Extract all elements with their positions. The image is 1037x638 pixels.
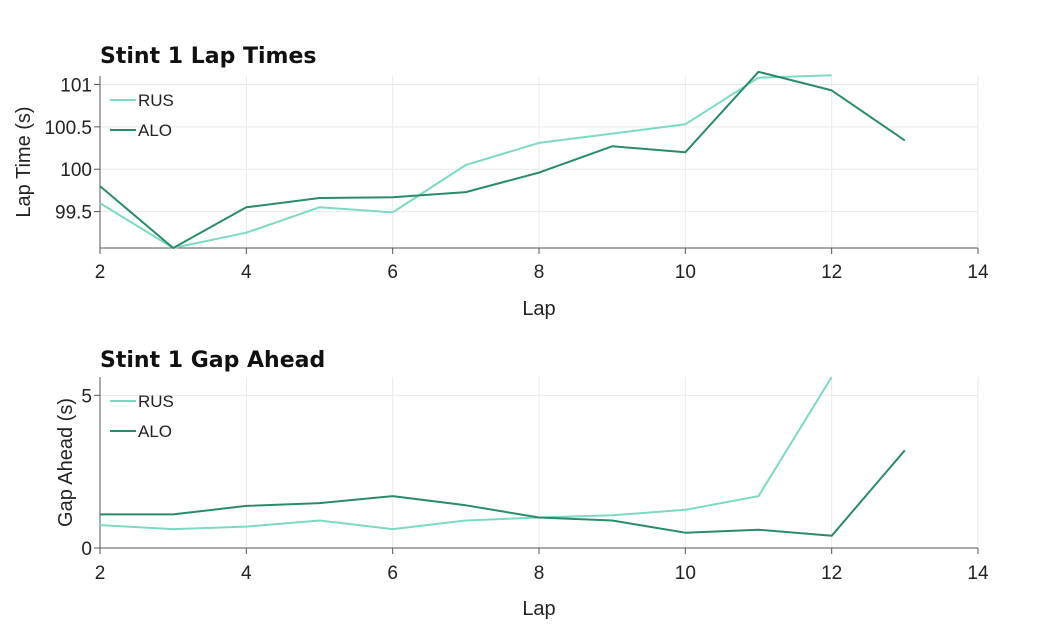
y-tick-label: 5 — [81, 386, 92, 407]
chart-title: Stint 1 Gap Ahead — [100, 348, 325, 373]
gap-ahead-panel: Stint 1 Gap Ahead 0 5 2 4 6 8 10 12 14 Lap Gap Ahea… — [55, 348, 989, 620]
chart-title: Stint 1 Lap Times — [100, 44, 316, 69]
x-tick-label: 12 — [821, 262, 842, 283]
x-tick-label: 6 — [387, 563, 398, 584]
series-line-rus — [99, 376, 833, 531]
x-tick-label: 12 — [821, 563, 842, 584]
series-line-alo — [99, 70, 906, 249]
x-tick-label: 4 — [241, 262, 252, 283]
x-tick-label: 8 — [534, 262, 545, 283]
legend-label-rus: RUS — [138, 91, 174, 110]
y-tick-label: 0 — [81, 539, 92, 560]
x-tick-label: 6 — [387, 262, 398, 283]
series-line-alo — [100, 449, 906, 537]
y-tick-label: 100.5 — [44, 118, 92, 139]
y-axis-label: Lap Time (s) — [13, 106, 35, 217]
y-tick-label: 99.5 — [55, 203, 92, 224]
x-tick-label: 10 — [675, 262, 696, 283]
y-tick-label: 101 — [60, 75, 92, 96]
x-tick-label: 2 — [95, 262, 106, 283]
legend-label-alo: ALO — [138, 121, 172, 140]
x-tick-label: 10 — [675, 563, 696, 584]
x-axis-label: Lap — [522, 598, 555, 620]
series-line-rus — [99, 74, 832, 249]
x-tick-label: 14 — [967, 262, 989, 283]
y-tick-label: 100 — [60, 160, 92, 181]
x-tick-label: 2 — [95, 563, 106, 584]
x-tick-label: 8 — [534, 563, 545, 584]
x-axis-label: Lap — [522, 298, 555, 320]
legend-label-alo: ALO — [138, 422, 172, 441]
x-tick-label: 4 — [241, 563, 252, 584]
legend-label-rus: RUS — [138, 392, 174, 411]
y-axis-label: Gap Ahead (s) — [55, 398, 77, 527]
x-tick-label: 14 — [967, 563, 989, 584]
